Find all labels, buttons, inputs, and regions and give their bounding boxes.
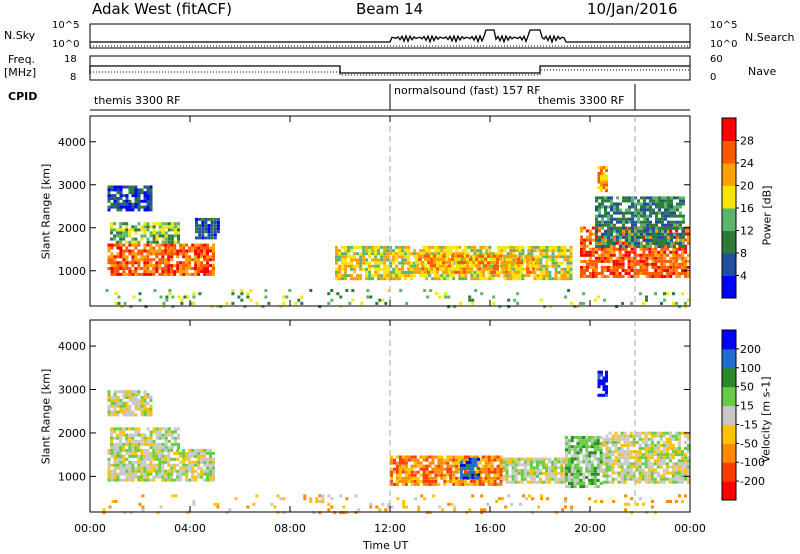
xaxis-tick-label-1: 04:00 bbox=[174, 522, 206, 535]
power-colorbar-tick-label-0: 4 bbox=[740, 270, 747, 283]
power-colorbar-tick-label-3: 16 bbox=[740, 202, 754, 215]
power-colorbar-tick-label-2: 12 bbox=[740, 225, 754, 238]
velocity-colorbar-tick-label-2: -50 bbox=[740, 437, 758, 450]
velocity-region-4 bbox=[460, 457, 481, 480]
nsearch-tick-high: 10^5 bbox=[710, 20, 738, 31]
freq-tick-high: 18 bbox=[64, 54, 77, 65]
velocity-colorbar-swatch-2 bbox=[722, 443, 736, 463]
radar-title: Adak West (fitACF) bbox=[92, 0, 232, 18]
velocity-ytick-label-0: 1000 bbox=[58, 470, 86, 483]
velocity-colorbar-frame bbox=[721, 329, 737, 501]
nsky-trace bbox=[90, 29, 690, 45]
power-region-8 bbox=[597, 166, 608, 193]
velocity-colorbar-swatch-8 bbox=[722, 330, 736, 350]
velocity-region-5 bbox=[502, 457, 573, 484]
velocity-ytick-label-2: 3000 bbox=[58, 384, 86, 397]
xaxis-label: Time UT bbox=[363, 539, 409, 552]
velocity-colorbar-tick-label-6: 100 bbox=[740, 362, 761, 375]
nsky-tick-high: 10^5 bbox=[52, 20, 80, 31]
power-ytick-label-2: 3000 bbox=[58, 179, 86, 192]
velocity-colorbar-tick-label-0: -200 bbox=[740, 475, 765, 488]
velocity-colorbar-tick-label-1: -100 bbox=[740, 456, 765, 469]
power-colorbar-swatch-2 bbox=[722, 230, 736, 254]
velocity-region-7 bbox=[602, 431, 690, 484]
cpid-label: CPID bbox=[8, 90, 38, 103]
velocity-region-0 bbox=[107, 448, 215, 482]
xaxis-tick-label-5: 20:00 bbox=[574, 522, 606, 535]
freq-label-2: [MHz] bbox=[4, 66, 37, 79]
nsearch-tick-low: 10^0 bbox=[710, 39, 738, 50]
cpid-segment-2: normalsound (fast) 157 RF bbox=[394, 84, 541, 97]
velocity-ytick-label-3: 4000 bbox=[58, 340, 86, 353]
power-colorbar-swatch-0 bbox=[722, 275, 736, 299]
power-ytick-label-3: 4000 bbox=[58, 136, 86, 149]
xaxis-tick-label-3: 12:00 bbox=[374, 522, 406, 535]
nave-label: Nave bbox=[748, 65, 777, 78]
power-region-2 bbox=[107, 185, 153, 212]
power-colorbar-swatch-3 bbox=[722, 208, 736, 231]
velocity-region-8 bbox=[597, 370, 608, 397]
freq-panel bbox=[89, 55, 691, 81]
power-colorbar-swatch-5 bbox=[722, 163, 736, 186]
velocity-region-2 bbox=[107, 390, 153, 417]
velocity-ytick-label-1: 2000 bbox=[58, 427, 86, 440]
freq-tick-low: 8 bbox=[70, 72, 77, 83]
velocity-colorbar-swatch-7 bbox=[722, 348, 736, 369]
xaxis-tick-label-6: 00:00 bbox=[674, 522, 706, 535]
power-region-5 bbox=[415, 254, 535, 274]
nsearch-label: N.Search bbox=[745, 31, 795, 44]
velocity-region-3 bbox=[390, 455, 503, 486]
cpid-segment-3: themis 3300 RF bbox=[538, 94, 625, 107]
velocity-region-1 bbox=[110, 427, 180, 449]
power-region-9 bbox=[105, 289, 690, 309]
velocity-colorbar-swatch-6 bbox=[722, 367, 736, 388]
velocity-colorbar-swatch-3 bbox=[722, 424, 736, 444]
velocity-colorbar-swatch-0 bbox=[722, 481, 736, 501]
date-title: 10/Jan/2016 bbox=[587, 0, 678, 18]
power-region-3 bbox=[195, 217, 220, 240]
power-colorbar-tick-label-4: 20 bbox=[740, 180, 754, 193]
velocity-colorbar-swatch-1 bbox=[722, 462, 736, 482]
xaxis-tick-label-4: 16:00 bbox=[474, 522, 506, 535]
velocity-region-9 bbox=[102, 494, 687, 515]
power-colorbar-tick-label-6: 28 bbox=[740, 135, 754, 148]
nsky-panel bbox=[89, 23, 691, 49]
velocity-colorbar-tick-label-4: 15 bbox=[740, 400, 754, 413]
velocity-colorbar-tick-label-3: -15 bbox=[740, 418, 758, 431]
power-ytick-label-1: 2000 bbox=[58, 222, 86, 235]
power-region-7 bbox=[595, 196, 685, 248]
freq-trace bbox=[89, 65, 690, 74]
power-region-1 bbox=[110, 222, 180, 244]
velocity-region-6 bbox=[565, 436, 603, 489]
velocity-colorbar-tick-label-7: 200 bbox=[740, 343, 761, 356]
power-colorbar-swatch-4 bbox=[722, 185, 736, 209]
power-ytick-label-0: 1000 bbox=[58, 265, 86, 278]
power-colorbar-tick-label-1: 8 bbox=[740, 247, 747, 260]
velocity-colorbar-swatch-5 bbox=[722, 386, 736, 407]
nave-tick-high: 60 bbox=[710, 54, 723, 65]
beam-title: Beam 14 bbox=[356, 0, 424, 18]
velocity-colorbar-swatch-4 bbox=[722, 405, 736, 425]
power-colorbar-swatch-7 bbox=[722, 118, 736, 141]
power-colorbar-swatch-6 bbox=[722, 140, 736, 164]
power-region-0 bbox=[107, 243, 215, 276]
nave-tick-low: 0 bbox=[710, 72, 717, 83]
power-colorbar-swatch-1 bbox=[722, 253, 736, 276]
xaxis-tick-label-2: 08:00 bbox=[274, 522, 306, 535]
power-colorbar-tick-label-5: 24 bbox=[740, 157, 754, 170]
xaxis-tick-label-0: 00:00 bbox=[74, 522, 106, 535]
nsky-label: N.Sky bbox=[4, 29, 36, 42]
nave-trace bbox=[90, 69, 690, 76]
cpid-segment-1: themis 3300 RF bbox=[94, 94, 181, 107]
nsky-tick-low: 10^0 bbox=[52, 39, 80, 50]
freq-label-1: Freq. bbox=[8, 53, 36, 66]
velocity-colorbar-tick-label-5: 50 bbox=[740, 381, 754, 394]
